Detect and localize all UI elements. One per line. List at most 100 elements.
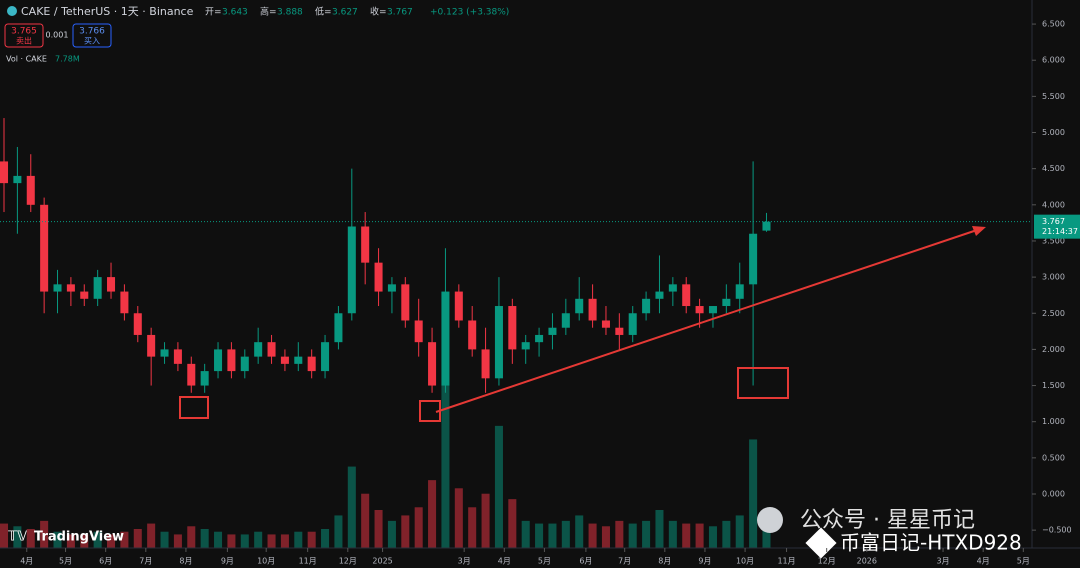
volume-bar xyxy=(615,520,624,548)
volume-bar xyxy=(107,534,116,548)
volume-bar xyxy=(535,523,544,548)
candle-body xyxy=(294,356,303,364)
ohlc-key: 高= xyxy=(260,6,277,18)
volume-bar xyxy=(334,515,343,548)
symbol-icon xyxy=(7,6,17,16)
candle-body xyxy=(454,291,463,321)
x-tick-label: 4月 xyxy=(20,557,33,566)
spread: 0.001 xyxy=(46,31,69,40)
buy-price: 3.766 xyxy=(79,27,105,37)
candle-body xyxy=(521,342,530,350)
candle-body xyxy=(200,371,209,386)
y-tick-label: 5.500 xyxy=(1042,92,1065,101)
candle-body xyxy=(575,298,584,314)
volume-title: Vol · CAKE xyxy=(6,55,47,64)
candle-body xyxy=(307,356,316,372)
x-tick-label: 7月 xyxy=(139,557,152,566)
candle-body xyxy=(227,349,236,372)
candle-body xyxy=(13,175,22,184)
sell-price: 3.765 xyxy=(11,27,37,37)
volume-bar xyxy=(481,493,490,548)
candle-body xyxy=(147,334,156,357)
candle-body xyxy=(280,356,289,364)
y-tick-label: 4.500 xyxy=(1042,164,1065,173)
ohlc-key: 开= xyxy=(205,7,222,18)
volume-bar xyxy=(628,523,637,548)
x-tick-label: 10月 xyxy=(257,557,275,566)
y-tick-label: −0.500 xyxy=(1042,526,1072,535)
logo-mark: 𝕋𝕍 xyxy=(8,530,27,545)
volume-value: 7.78M xyxy=(55,55,80,64)
candle-body xyxy=(762,221,771,231)
sell-button[interactable] xyxy=(4,23,44,48)
candle-body xyxy=(374,262,383,292)
ohlc-key: 收= xyxy=(370,6,387,18)
candle-body xyxy=(387,284,396,292)
x-tick-label: 12月 xyxy=(339,557,357,566)
y-tick-label: 1.000 xyxy=(1042,417,1065,426)
candle-body xyxy=(481,349,490,379)
change: +0.123 (+3.38%) xyxy=(430,8,509,18)
candle-body xyxy=(26,175,35,205)
volume-bar xyxy=(254,531,263,548)
y-tick-label: 3.000 xyxy=(1042,273,1065,282)
candle-body xyxy=(267,342,276,357)
candle-body xyxy=(682,284,691,307)
candle-body xyxy=(361,226,370,263)
volume-bar xyxy=(428,480,437,548)
candle-body xyxy=(240,356,249,372)
candle-body xyxy=(441,291,450,386)
volume-bar xyxy=(588,523,597,548)
candle-body xyxy=(615,327,624,335)
volume-bar xyxy=(749,439,758,548)
x-tick-label: 4月 xyxy=(977,557,990,566)
volume-bar xyxy=(80,534,89,548)
volume-bar xyxy=(160,531,169,548)
volume-bar xyxy=(147,523,156,548)
volume-bar xyxy=(13,526,22,548)
y-tick-label: 4.000 xyxy=(1042,200,1065,209)
candle-body xyxy=(722,298,731,307)
candle-body xyxy=(749,233,758,285)
y-tick-label: 2.000 xyxy=(1042,345,1065,354)
y-tick-label: 0.000 xyxy=(1042,489,1065,498)
buy-button[interactable] xyxy=(72,23,112,48)
volume-bar xyxy=(26,529,35,548)
y-tick-label: 3.500 xyxy=(1042,236,1065,245)
volume-bar xyxy=(374,510,383,548)
candle-body xyxy=(107,277,116,292)
volume-bar xyxy=(668,520,677,548)
candle-body xyxy=(428,342,437,386)
candle-body xyxy=(548,327,557,335)
x-tick-label: 7月 xyxy=(618,557,631,566)
x-tick-label: 3月 xyxy=(458,557,471,566)
x-tick-label: 9月 xyxy=(221,557,234,566)
y-tick-label: 6.500 xyxy=(1042,20,1065,29)
volume-bar xyxy=(508,499,517,548)
volume-bar xyxy=(655,510,664,548)
watermark-2: 币富日记-HTXD928 xyxy=(840,531,1022,555)
ohlc-value: 3.627 xyxy=(332,8,358,18)
candle-body xyxy=(535,334,544,343)
volume-bar xyxy=(642,520,651,548)
volume-bar xyxy=(561,520,570,548)
candle-body xyxy=(642,298,651,314)
x-tick-label: 6月 xyxy=(99,557,112,566)
x-tick-label: 6月 xyxy=(579,557,592,566)
volume-bar xyxy=(708,526,717,548)
countdown: 21:14:37 xyxy=(1042,227,1078,236)
y-tick-label: 2.500 xyxy=(1042,309,1065,318)
candle-body xyxy=(0,161,9,184)
logo: TradingView xyxy=(34,530,124,545)
volume-bar xyxy=(267,534,276,548)
candle-body xyxy=(120,291,129,314)
x-tick-label: 11月 xyxy=(777,557,795,566)
volume-bar xyxy=(214,531,223,548)
candle-body xyxy=(160,349,169,357)
buy-label: 买入 xyxy=(84,37,100,46)
box-annotation xyxy=(179,396,209,419)
candle-body xyxy=(334,313,343,343)
volume-bar xyxy=(200,529,209,548)
